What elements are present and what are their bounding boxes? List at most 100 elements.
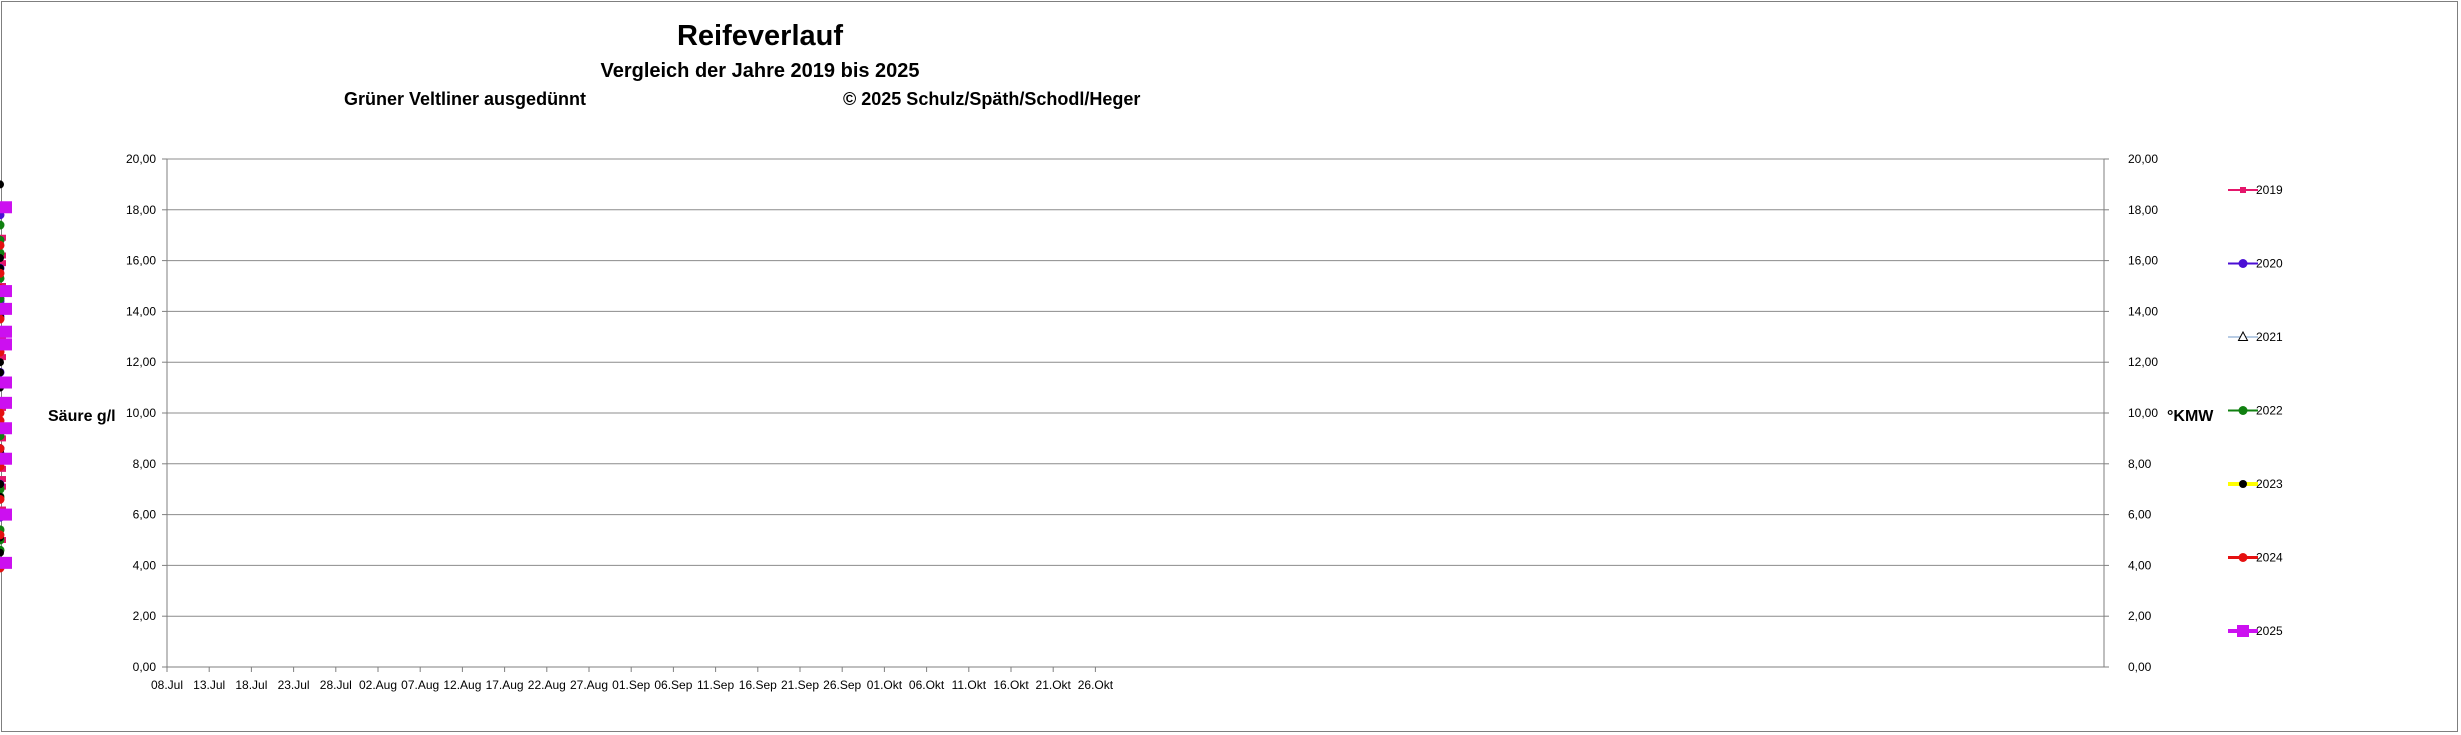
legend-marker-2022 (2238, 406, 2248, 415)
data-point-2023-sugar (0, 358, 4, 367)
x-axis-ticks: 08.Jul 13.Jul 18.Jul 23.Jul 28.Jul 02.Aug 07.A… (151, 667, 1114, 692)
data-point-2025-sugar (0, 325, 12, 338)
chart-title: Reifeverlauf (676, 20, 843, 52)
data-point-2025-sugar (0, 376, 12, 389)
legend-marker-2019 (2240, 187, 2246, 193)
legend-label-2025: 2025 (2256, 624, 2283, 638)
x-tick-label: 22.Aug (528, 678, 566, 692)
legend-marker-2021 (2237, 330, 2249, 341)
x-tick-label: 11.Sep (697, 678, 734, 692)
data-point-2024-sugar (0, 240, 5, 250)
data-point-2025-acid (0, 396, 12, 409)
y-tick-label: 4,00 (133, 558, 157, 572)
legend-label-2021: 2021 (2256, 330, 2283, 344)
data-point-2019-acid (0, 476, 6, 483)
data-point-2025-sugar (0, 285, 12, 298)
variety-label: Grüner Veltliner ausgedünnt (344, 89, 587, 109)
x-tick-label: 11.Okt (952, 678, 987, 692)
y-axis-left-label: Säure g/l (48, 408, 116, 425)
x-tick-label: 21.Sep (781, 678, 819, 692)
x-tick-label: 08.Jul (151, 678, 183, 692)
legend-label-2023: 2023 (2256, 477, 2283, 491)
data-point-2025-acid (0, 452, 12, 465)
x-tick-label: 26.Okt (1078, 678, 1114, 692)
data-point-2024-acid (0, 268, 5, 278)
chart-subtitle: Vergleich der Jahre 2019 bis 2025 (600, 60, 920, 82)
data-point-2023-sugar (0, 548, 4, 557)
legend: 2019 2020 2021 2022 2023 2024 2025 (2228, 183, 2283, 638)
y-tick-label-right: 0,00 (2128, 660, 2152, 674)
x-tick-label: 28.Jul (320, 678, 352, 692)
y-tick-label: 10,00 (126, 406, 156, 420)
x-tick-label: 17.Aug (486, 678, 524, 692)
series-markers (0, 180, 12, 573)
x-tick-label: 12.Aug (443, 678, 481, 692)
x-tick-label: 06.Sep (654, 678, 692, 692)
x-tick-label: 26.Sep (823, 678, 861, 692)
y-tick-label: 6,00 (133, 508, 157, 522)
y-tick-label-right: 20,00 (2128, 152, 2158, 166)
data-point-2024-acid (0, 408, 5, 418)
x-tick-label: 01.Okt (867, 678, 903, 692)
x-tick-label: 23.Jul (278, 678, 310, 692)
y-tick-label-right: 14,00 (2128, 304, 2158, 318)
legend-label-2024: 2024 (2256, 551, 2283, 565)
x-tick-label: 01.Sep (612, 678, 650, 692)
y-tick-label: 12,00 (126, 355, 156, 369)
data-point-2023-acid (0, 480, 4, 489)
data-point-2024-sugar (0, 314, 5, 324)
data-point-2024-acid (0, 444, 5, 454)
data-point-2024-sugar (0, 530, 5, 540)
y-tick-label: 18,00 (126, 203, 156, 217)
legend-label-2020: 2020 (2256, 257, 2283, 271)
grid-lines (166, 158, 2105, 668)
legend-marker-2025 (2237, 625, 2249, 637)
y-tick-label-right: 2,00 (2128, 609, 2152, 623)
y-tick-label-right: 12,00 (2128, 355, 2158, 369)
y-tick-label: 20,00 (126, 152, 156, 166)
y-tick-label-right: 4,00 (2128, 558, 2152, 572)
copyright-label: © 2025 Schulz/Späth/Schodl/Heger (843, 89, 1141, 109)
y-tick-label: 8,00 (133, 457, 157, 471)
x-tick-label: 06.Okt (909, 678, 945, 692)
data-point-2025-acid (0, 201, 12, 214)
legend-marker-2020 (2238, 259, 2248, 268)
y-tick-label: 0,00 (133, 660, 157, 674)
data-point-2025-sugar (0, 556, 12, 569)
legend-label-2019: 2019 (2256, 183, 2283, 197)
y-tick-label-right: 8,00 (2128, 457, 2152, 471)
data-point-2023-acid (0, 368, 4, 377)
x-tick-label: 27.Aug (570, 678, 608, 692)
y-axis-right-ticks: 0,00 2,00 4,00 6,00 8,00 10,00 12,00 14,00 16,00… (2104, 152, 2158, 674)
data-point-2025-sugar (0, 508, 12, 521)
data-point-2025-acid (0, 302, 12, 315)
y-tick-label: 2,00 (133, 609, 157, 623)
data-point-2019-sugar (0, 354, 6, 361)
y-tick-label-right: 18,00 (2128, 203, 2158, 217)
y-tick-label: 16,00 (126, 254, 156, 268)
x-tick-label: 02.Aug (359, 678, 397, 692)
x-tick-label: 18.Jul (235, 678, 267, 692)
data-point-2019-sugar (0, 260, 6, 267)
x-tick-label: 16.Okt (993, 678, 1029, 692)
x-tick-label: 07.Aug (401, 678, 439, 692)
y-tick-label-right: 10,00 (2128, 406, 2158, 420)
y-axis-left-ticks: 0,00 2,00 4,00 6,00 8,00 10,00 12,00 14,00 16,00… (126, 152, 167, 674)
x-tick-label: 16.Sep (739, 678, 777, 692)
y-axis-right-label: °KMW (2167, 408, 2214, 425)
x-tick-label: 21.Okt (1036, 678, 1072, 692)
data-point-2023-sugar (0, 254, 4, 263)
data-point-2022-sugar (0, 220, 5, 230)
legend-marker-2024 (2238, 553, 2248, 562)
y-tick-label-right: 16,00 (2128, 254, 2158, 268)
data-point-2023-acid (0, 180, 4, 189)
y-tick-label-right: 6,00 (2128, 508, 2152, 522)
data-point-2024-acid (0, 494, 5, 504)
y-tick-label: 14,00 (126, 304, 156, 318)
x-tick-label: 13.Jul (193, 678, 225, 692)
legend-label-2022: 2022 (2256, 404, 2283, 418)
data-point-2025-sugar (0, 422, 12, 435)
data-point-2025-sugar (0, 338, 12, 351)
